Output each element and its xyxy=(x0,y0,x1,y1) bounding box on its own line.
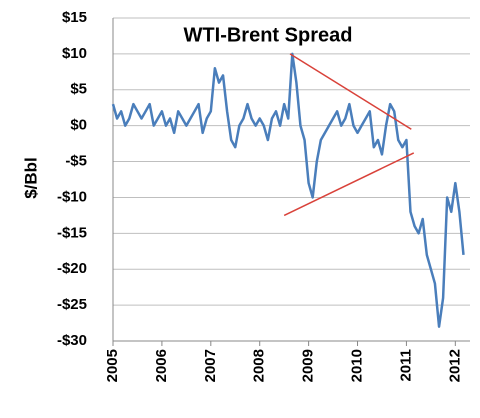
trend-line xyxy=(283,152,415,217)
x-tick-label: 2008 xyxy=(251,349,268,382)
x-tick-label: 2010 xyxy=(348,349,365,382)
x-tick-label: 2006 xyxy=(153,349,170,382)
x-tick-label: 2012 xyxy=(446,349,463,382)
y-tick-label: $5 xyxy=(70,81,87,98)
chart-title: WTI-Brent Spread xyxy=(184,24,353,46)
y-tick-label: -$30 xyxy=(57,332,87,349)
trend-line xyxy=(289,53,412,130)
y-tick-label: $15 xyxy=(62,9,87,26)
x-tick-label: 2009 xyxy=(300,349,317,382)
x-tick-label: 2011 xyxy=(397,349,414,382)
x-tick-label: 2005 xyxy=(104,349,121,382)
y-tick-label: -$15 xyxy=(57,224,87,241)
y-tick-label: $10 xyxy=(62,45,87,62)
y-tick-label: -$20 xyxy=(57,260,87,277)
y-axis-label: $/Bbl xyxy=(21,157,40,199)
y-tick-label: -$5 xyxy=(65,153,87,170)
y-tick-label: -$25 xyxy=(57,296,87,313)
series-line xyxy=(111,52,465,328)
y-tick-label: $0 xyxy=(70,117,87,134)
x-tick-label: 2007 xyxy=(202,349,219,382)
y-tick-label: -$10 xyxy=(57,188,87,205)
